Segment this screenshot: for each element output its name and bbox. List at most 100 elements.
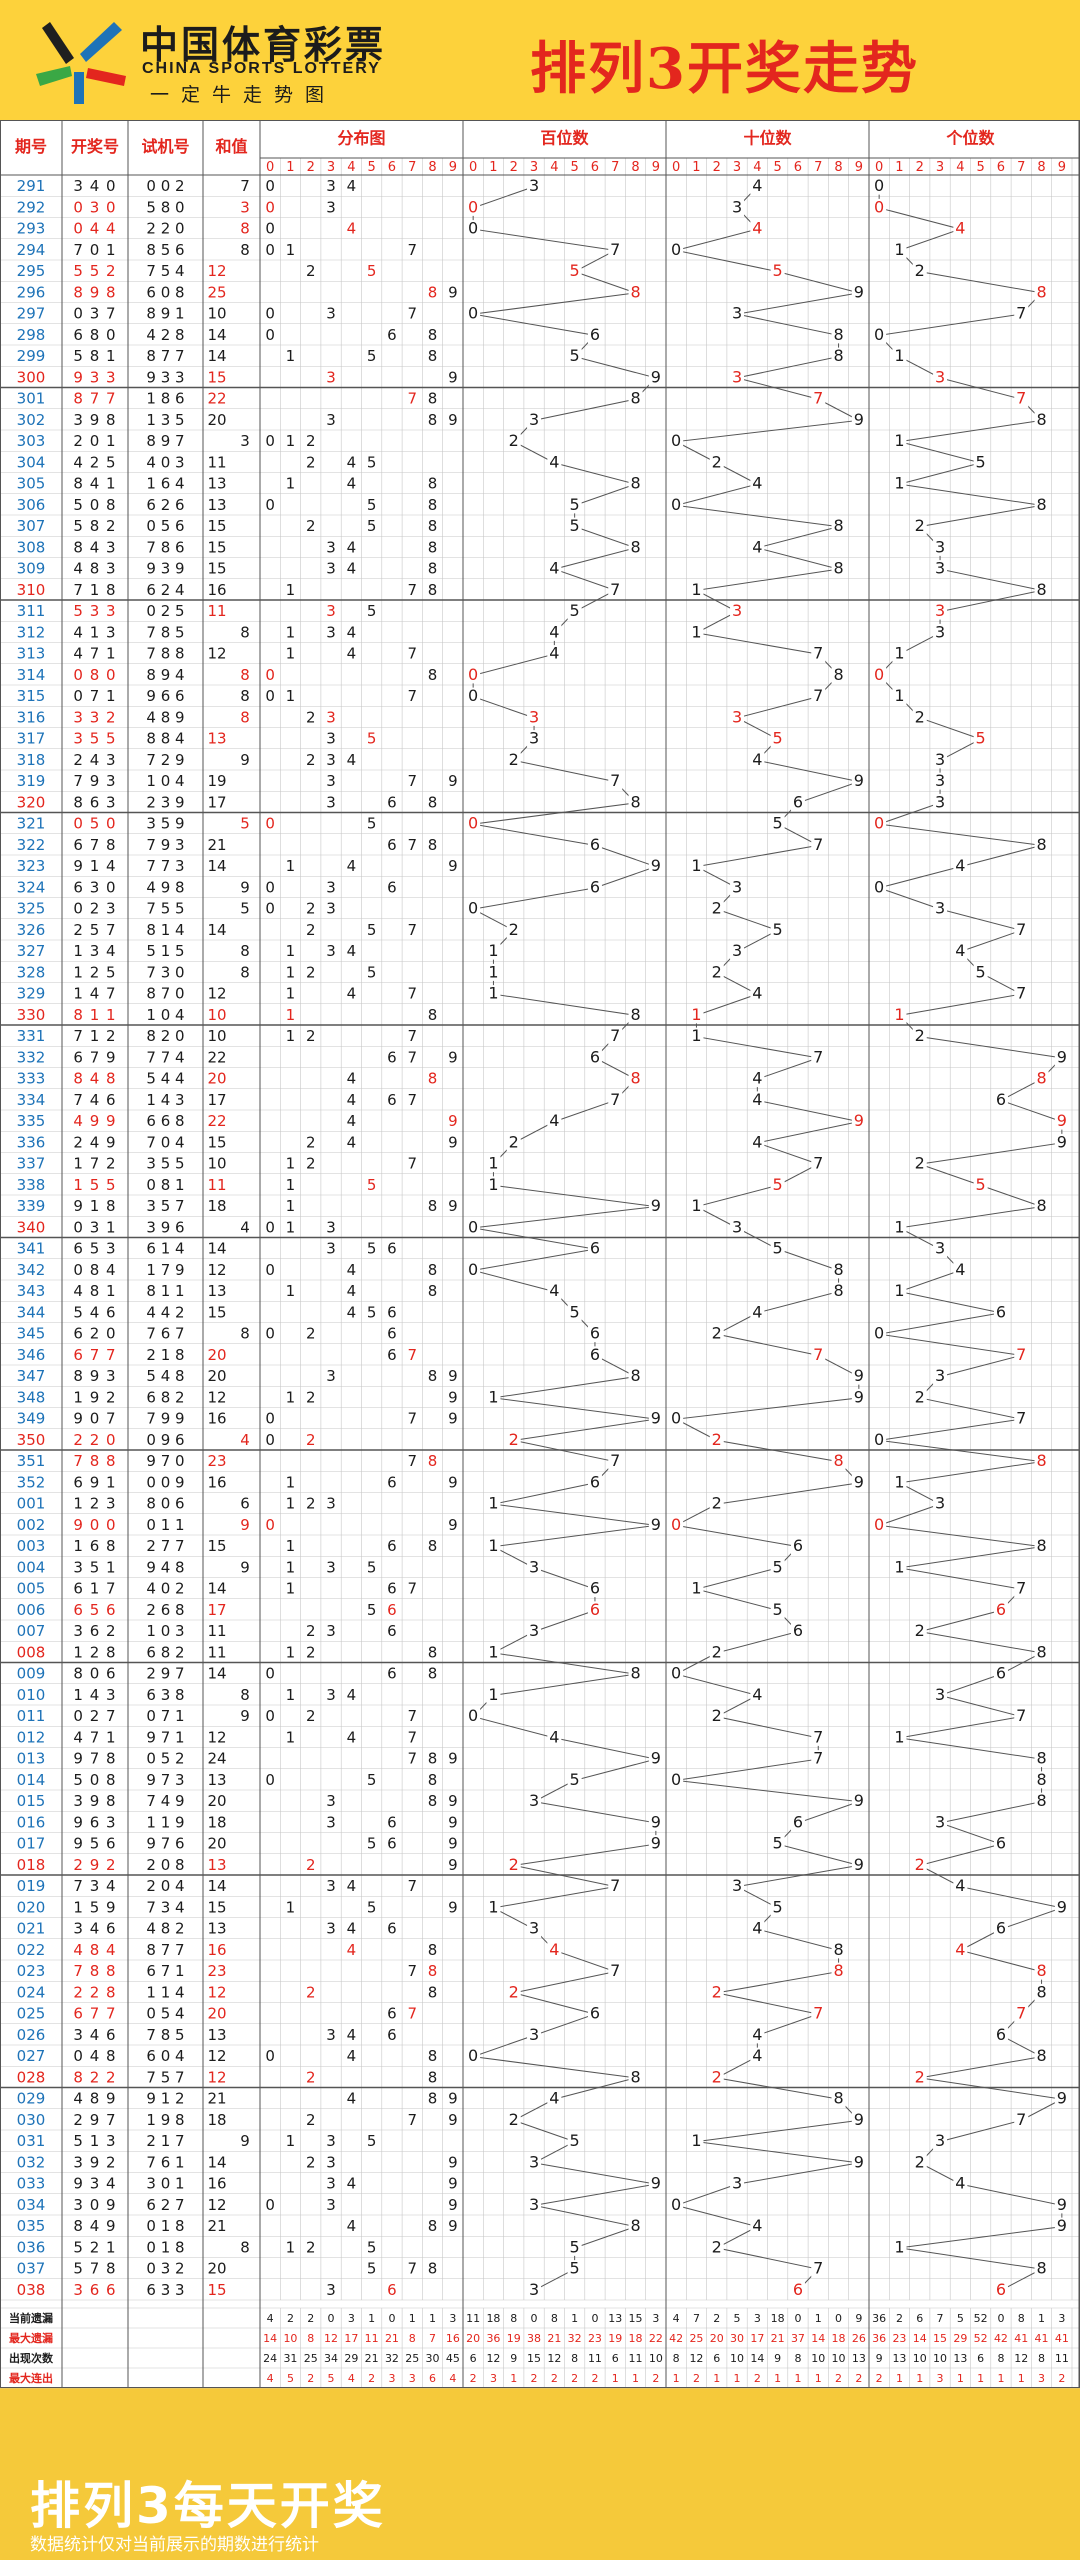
draw-number-cell: 2 9 7 <box>73 2111 116 2129</box>
distribution-mark: 0 <box>265 2047 275 2065</box>
digit-mark-units: 8 <box>1036 2046 1046 2065</box>
stats-value: 8 <box>1038 2352 1045 2365</box>
digit-mark-units: 8 <box>1036 580 1046 599</box>
digit-mark-units: 1 <box>894 644 904 663</box>
draw-number-cell: 5 8 1 <box>73 347 116 365</box>
digit-mark-bg <box>993 1665 1008 1683</box>
distribution-mark: 3 <box>326 177 336 195</box>
distribution-mark: 3 <box>326 1920 336 1938</box>
distribution-mark: 9 <box>448 2153 458 2171</box>
draw-number-cell: 4 8 1 <box>73 1282 116 1300</box>
digit-mark-units: 5 <box>976 729 986 748</box>
digit-mark-hundreds: 9 <box>651 1749 661 1768</box>
stats-value: 2 <box>1058 2372 1065 2385</box>
digit-mark-hundreds: 3 <box>529 2195 539 2214</box>
digit-mark-tens: 1 <box>691 1026 701 1045</box>
distribution-mark: 3 <box>326 198 336 216</box>
digit-mark-hundreds: 0 <box>468 219 478 238</box>
logo-english-text: CHINA SPORTS LOTTERY <box>142 60 381 77</box>
test-number-cell: 6 3 3 <box>146 2281 184 2299</box>
issue-cell: 031 <box>17 2132 46 2150</box>
distribution-mark: 1 <box>286 1027 296 1045</box>
issue-cell: 013 <box>17 1750 46 1768</box>
digit-mark-bg <box>831 326 846 344</box>
draw-number-cell: 7 1 2 <box>73 1027 116 1045</box>
distribution-mark: 3 <box>326 772 336 790</box>
digit-mark-hundreds: 9 <box>651 1812 661 1831</box>
sum-value-cell: 25 <box>207 283 226 301</box>
digit-mark-bg <box>608 1027 623 1045</box>
digit-header: 5 <box>368 160 376 175</box>
stats-value: 7 <box>693 2312 700 2325</box>
distribution-mark: 4 <box>347 2217 357 2235</box>
digit-mark-units: 5 <box>976 1175 986 1194</box>
stats-value: 10 <box>283 2332 297 2345</box>
digit-mark-units: 3 <box>935 1366 945 1385</box>
distribution-mark: 2 <box>306 1643 316 1661</box>
digit-mark-units: 3 <box>935 559 945 578</box>
digit-mark-bg <box>608 241 623 259</box>
distribution-mark: 9 <box>448 2196 458 2214</box>
sum-value-cell: 23 <box>207 1452 226 1470</box>
digit-mark-bg <box>933 900 948 918</box>
issue-cell: 319 <box>17 772 46 790</box>
issue-cell: 345 <box>17 1325 46 1343</box>
digit-mark-bg <box>912 1388 927 1406</box>
digit-mark-tens: 4 <box>752 1919 762 1938</box>
stats-value: 29 <box>344 2352 358 2365</box>
sum-value-cell: 17 <box>207 793 226 811</box>
test-number-cell: 7 7 3 <box>146 857 184 875</box>
distribution-mark: 8 <box>428 475 438 493</box>
digit-mark-hundreds: 5 <box>570 261 580 280</box>
digit-mark-tens: 7 <box>813 686 823 705</box>
digit-mark-units: 0 <box>874 814 884 833</box>
digit-mark-hundreds: 0 <box>468 686 478 705</box>
column-header: 期号 <box>15 137 47 156</box>
issue-cell: 300 <box>17 368 46 386</box>
draw-number-cell: 9 5 6 <box>73 1835 116 1853</box>
stats-value: 13 <box>852 2352 866 2365</box>
digit-mark-units: 1 <box>894 1557 904 1576</box>
digit-mark-tens: 9 <box>854 1366 864 1385</box>
issue-cell: 331 <box>17 1027 46 1045</box>
distribution-mark: 3 <box>326 878 336 896</box>
draw-number-cell: 3 6 2 <box>73 1622 116 1640</box>
distribution-mark: 3 <box>326 411 336 429</box>
digit-mark-hundreds: 3 <box>529 1791 539 1810</box>
digit-mark-tens: 3 <box>732 367 742 386</box>
digit-mark-hundreds: 8 <box>630 1366 640 1385</box>
logo-chinese-text: 中国体育彩票 <box>140 23 387 67</box>
digit-mark-bg <box>933 2132 948 2150</box>
trend-line-tens <box>674 186 861 2291</box>
digit-mark-bg <box>1014 305 1029 323</box>
draw-number-cell: 8 7 7 <box>73 390 116 408</box>
digit-mark-bg <box>587 878 602 896</box>
issue-cell: 313 <box>17 645 46 663</box>
digit-mark-bg <box>486 1495 501 1513</box>
stats-value: 2 <box>652 2372 659 2385</box>
digit-mark-bg <box>1034 1197 1049 1215</box>
digit-mark-tens: 2 <box>712 899 722 918</box>
digit-mark-bg <box>730 942 745 960</box>
draw-number-cell: 4 8 9 <box>73 2090 116 2108</box>
sum-value-cell: 14 <box>207 921 226 939</box>
distribution-mark: 6 <box>387 1473 397 1491</box>
digit-header: 4 <box>956 160 964 175</box>
digit-mark-bg <box>831 560 846 578</box>
digit-mark-units: 6 <box>996 1664 1006 1683</box>
distribution-mark: 9 <box>448 1388 458 1406</box>
digit-mark-bg <box>933 1367 948 1385</box>
distribution-mark: 6 <box>387 1601 397 1619</box>
footer-note: 数据统计仅对当前展示的期数进行统计 <box>30 2535 319 2555</box>
digit-mark-bg <box>1054 1112 1069 1130</box>
issue-cell: 291 <box>17 177 46 195</box>
draw-number-cell: 5 8 2 <box>73 517 116 535</box>
stats-value: 4 <box>267 2312 274 2325</box>
digit-mark-bg <box>933 1813 948 1831</box>
sum-value-cell: 12 <box>207 1388 226 1406</box>
test-number-cell: 1 1 9 <box>146 1813 184 1831</box>
stats-value: 42 <box>669 2332 683 2345</box>
digit-mark-bg <box>466 1218 481 1236</box>
stats-value: 41 <box>1055 2332 1069 2345</box>
digit-mark-bg <box>993 2281 1008 2299</box>
